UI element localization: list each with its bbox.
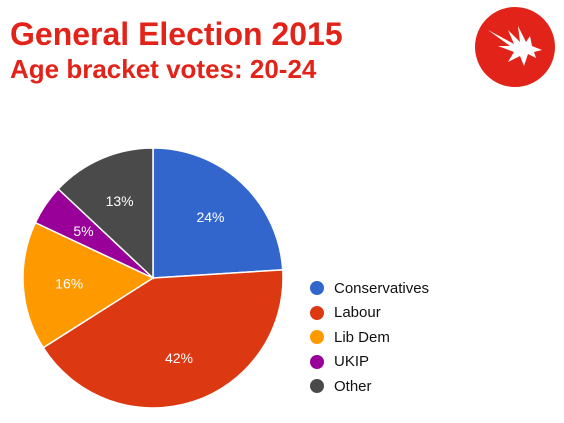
pie-slice-conservatives: [152, 147, 284, 279]
pie-label: 5%: [73, 223, 93, 239]
legend-label: Lib Dem: [334, 328, 390, 346]
pie-slice-labour: [42, 269, 284, 409]
legend-label: UKIP: [334, 353, 370, 371]
legend-item: UKIP: [310, 350, 429, 375]
legend-item: Labour: [310, 301, 429, 326]
pie-label: 16%: [55, 275, 83, 291]
legend-item: Lib Dem: [310, 325, 429, 350]
pie-slice-lib-dem: [22, 221, 155, 349]
legend-item: Conservatives: [310, 276, 429, 301]
pie-label: 42%: [165, 350, 193, 366]
legend-swatch: [310, 330, 324, 345]
pie-label: 13%: [106, 193, 134, 209]
chart-subtitle: Age bracket votes: 20-24: [10, 54, 317, 84]
legend-label: Other: [334, 377, 372, 395]
pie-labels: 24% 42% 16% 5% 13%: [55, 193, 224, 366]
legend-swatch: [310, 281, 324, 296]
legend-label: Conservatives: [334, 279, 430, 297]
eagle-icon: [475, 7, 555, 87]
legend-swatch: [310, 379, 324, 394]
legend-swatch: [310, 305, 324, 320]
legend-swatch: [310, 354, 324, 369]
legend-item: Other: [310, 374, 429, 399]
legend: Conservatives Labour Lib Dem UKIP Other: [310, 276, 429, 399]
legend-label: Labour: [334, 304, 381, 322]
chart-title: General Election 2015: [10, 16, 343, 52]
pie-label: 24%: [196, 209, 224, 225]
pie-slice-other: [57, 147, 154, 280]
pie-slices: [22, 147, 284, 409]
